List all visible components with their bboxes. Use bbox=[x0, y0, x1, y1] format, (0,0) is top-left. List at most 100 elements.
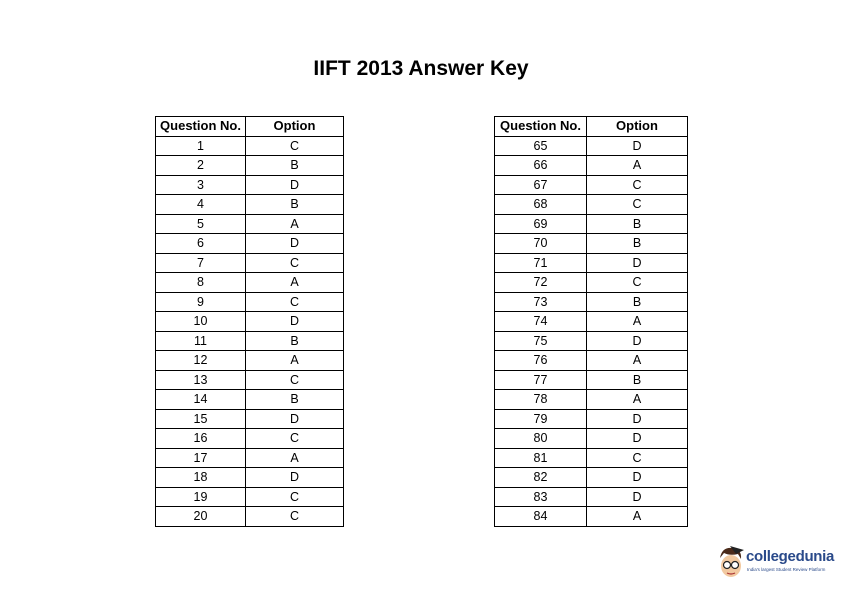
logo-text: collegedunia bbox=[746, 548, 835, 565]
question-number: 1 bbox=[155, 135, 246, 156]
answer-option: C bbox=[245, 486, 344, 507]
question-number: 8 bbox=[155, 272, 246, 293]
answer-option: B bbox=[586, 291, 688, 312]
table-row: 80 D bbox=[494, 428, 688, 449]
question-number: 75 bbox=[494, 330, 587, 351]
answer-option: A bbox=[245, 350, 344, 371]
table-row: 17 A bbox=[155, 447, 344, 468]
answer-option: D bbox=[586, 408, 688, 429]
logo-tagline: India's largest Student Review Platform bbox=[747, 567, 826, 572]
question-number: 3 bbox=[155, 174, 246, 195]
table-row: 72 C bbox=[494, 272, 688, 293]
table-row: 68 C bbox=[494, 194, 688, 215]
answer-option: D bbox=[245, 174, 344, 195]
question-number: 84 bbox=[494, 506, 587, 527]
table-row: 75 D bbox=[494, 330, 688, 351]
answer-option: D bbox=[586, 252, 688, 273]
question-number: 66 bbox=[494, 155, 587, 176]
header-question: Question No. bbox=[494, 116, 587, 137]
question-number: 70 bbox=[494, 233, 587, 254]
question-number: 16 bbox=[155, 428, 246, 449]
answer-table-left: Question No. Option 1 C 2 B 3 D 4 B 5 A 6 D 7 C 8 A 9 C 10… bbox=[155, 116, 344, 527]
answer-option: B bbox=[586, 233, 688, 254]
table-row: 74 A bbox=[494, 311, 688, 332]
table-row: 82 D bbox=[494, 467, 688, 488]
table-row: 11 B bbox=[155, 330, 344, 351]
table-row: 83 D bbox=[494, 486, 688, 507]
collegedunia-logo: collegedunia India's largest Student Rev… bbox=[716, 544, 842, 584]
question-number: 73 bbox=[494, 291, 587, 312]
question-number: 6 bbox=[155, 233, 246, 254]
question-number: 18 bbox=[155, 467, 246, 488]
answer-table-right: Question No. Option 65 D 66 A 67 C 68 C 69 B 70 B 71… bbox=[494, 116, 688, 527]
question-number: 76 bbox=[494, 350, 587, 371]
answer-option: A bbox=[245, 272, 344, 293]
answer-option: A bbox=[245, 447, 344, 468]
question-number: 12 bbox=[155, 350, 246, 371]
table-row: 65 D bbox=[494, 135, 688, 156]
table-row: 19 C bbox=[155, 486, 344, 507]
question-number: 83 bbox=[494, 486, 587, 507]
page-title: IIFT 2013 Answer Key bbox=[313, 57, 529, 80]
question-number: 69 bbox=[494, 213, 587, 234]
question-number: 13 bbox=[155, 369, 246, 390]
table-row: 70 B bbox=[494, 233, 688, 254]
table-row: 14 B bbox=[155, 389, 344, 410]
question-number: 74 bbox=[494, 311, 587, 332]
question-number: 71 bbox=[494, 252, 587, 273]
question-number: 68 bbox=[494, 194, 587, 215]
answer-option: C bbox=[245, 135, 344, 156]
answer-option: D bbox=[586, 467, 688, 488]
answer-option: D bbox=[586, 428, 688, 449]
answer-option: D bbox=[245, 233, 344, 254]
answer-option: B bbox=[245, 330, 344, 351]
answer-option: B bbox=[245, 389, 344, 410]
table-row: 79 D bbox=[494, 408, 688, 429]
question-number: 2 bbox=[155, 155, 246, 176]
question-number: 67 bbox=[494, 174, 587, 195]
question-number: 14 bbox=[155, 389, 246, 410]
header-option: Option bbox=[245, 116, 344, 137]
question-number: 79 bbox=[494, 408, 587, 429]
question-number: 9 bbox=[155, 291, 246, 312]
table-row: 10 D bbox=[155, 311, 344, 332]
answer-option: C bbox=[245, 506, 344, 527]
table-row: 13 C bbox=[155, 369, 344, 390]
table-row: 77 B bbox=[494, 369, 688, 390]
question-number: 17 bbox=[155, 447, 246, 468]
answer-option: A bbox=[586, 506, 688, 527]
question-number: 82 bbox=[494, 467, 587, 488]
answer-option: B bbox=[586, 369, 688, 390]
answer-option: D bbox=[245, 311, 344, 332]
question-number: 10 bbox=[155, 311, 246, 332]
answer-option: D bbox=[586, 135, 688, 156]
table-row: 84 A bbox=[494, 506, 688, 527]
table-row: 66 A bbox=[494, 155, 688, 176]
answer-option: C bbox=[245, 252, 344, 273]
question-number: 5 bbox=[155, 213, 246, 234]
question-number: 4 bbox=[155, 194, 246, 215]
answer-option: C bbox=[586, 174, 688, 195]
answer-option: A bbox=[586, 311, 688, 332]
question-number: 78 bbox=[494, 389, 587, 410]
question-number: 72 bbox=[494, 272, 587, 293]
question-number: 80 bbox=[494, 428, 587, 449]
answer-option: D bbox=[586, 330, 688, 351]
answer-option: D bbox=[245, 408, 344, 429]
table-row: 73 B bbox=[494, 291, 688, 312]
table-row: 12 A bbox=[155, 350, 344, 371]
question-number: 65 bbox=[494, 135, 587, 156]
table-row: 71 D bbox=[494, 252, 688, 273]
header-option: Option bbox=[586, 116, 688, 137]
answer-option: A bbox=[586, 155, 688, 176]
question-number: 7 bbox=[155, 252, 246, 273]
answer-option: B bbox=[245, 155, 344, 176]
answer-option: C bbox=[586, 194, 688, 215]
table-row: 81 C bbox=[494, 447, 688, 468]
